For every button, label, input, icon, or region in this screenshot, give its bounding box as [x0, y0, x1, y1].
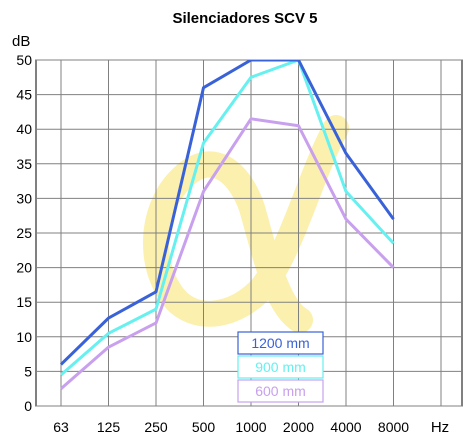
x-axis-ticks: 63 125 250 500 1000 2000 4000 8000: [53, 419, 409, 435]
legend-box: [237, 331, 324, 355]
legend-label: 1200 mm: [251, 335, 309, 351]
x-tick-label: 250: [144, 419, 168, 435]
y-tick-label: 25: [16, 225, 32, 241]
y-tick-label: 45: [16, 87, 32, 103]
chart-title: Silenciadores SCV 5: [172, 10, 317, 27]
legend-box: [237, 355, 324, 379]
legend-label: 900 mm: [255, 359, 306, 375]
series-line: [60, 117, 395, 390]
legend-item: 900 mm: [237, 355, 324, 379]
x-tick-label: 125: [97, 419, 121, 435]
x-tick-label: 4000: [330, 419, 361, 435]
y-tick-label: 30: [16, 190, 32, 206]
grid-lines: [36, 59, 462, 407]
y-tick-label: 5: [24, 363, 32, 379]
y-tick-label: 10: [16, 329, 32, 345]
y-tick-label: 35: [16, 156, 32, 172]
x-tick-label: 500: [192, 419, 216, 435]
series-line: [59, 60, 395, 366]
legend-box: [237, 379, 324, 403]
y-axis-ticks: 0 5 10 15 20 25 30 35 40 45 50: [16, 52, 32, 414]
y-axis-label: dB: [12, 33, 30, 50]
y-tick-label: 40: [16, 121, 32, 137]
y-tick-label: 15: [16, 294, 32, 310]
x-tick-label: 63: [53, 419, 69, 435]
legend-item: 1200 mm: [237, 331, 324, 355]
legend: 1200 mm 900 mm 600 mm: [237, 331, 324, 403]
x-tick-label: 2000: [283, 419, 314, 435]
legend-item: 600 mm: [237, 379, 324, 403]
x-tick-label: 1000: [235, 419, 266, 435]
legend-label: 600 mm: [255, 383, 306, 399]
series-line: [60, 60, 395, 376]
y-tick-label: 0: [24, 398, 32, 414]
series-lines: [59, 60, 395, 390]
x-axis-label: Hz: [431, 419, 449, 436]
y-tick-label: 50: [16, 52, 32, 68]
x-tick-label: 8000: [378, 419, 409, 435]
y-tick-label: 20: [16, 260, 32, 276]
